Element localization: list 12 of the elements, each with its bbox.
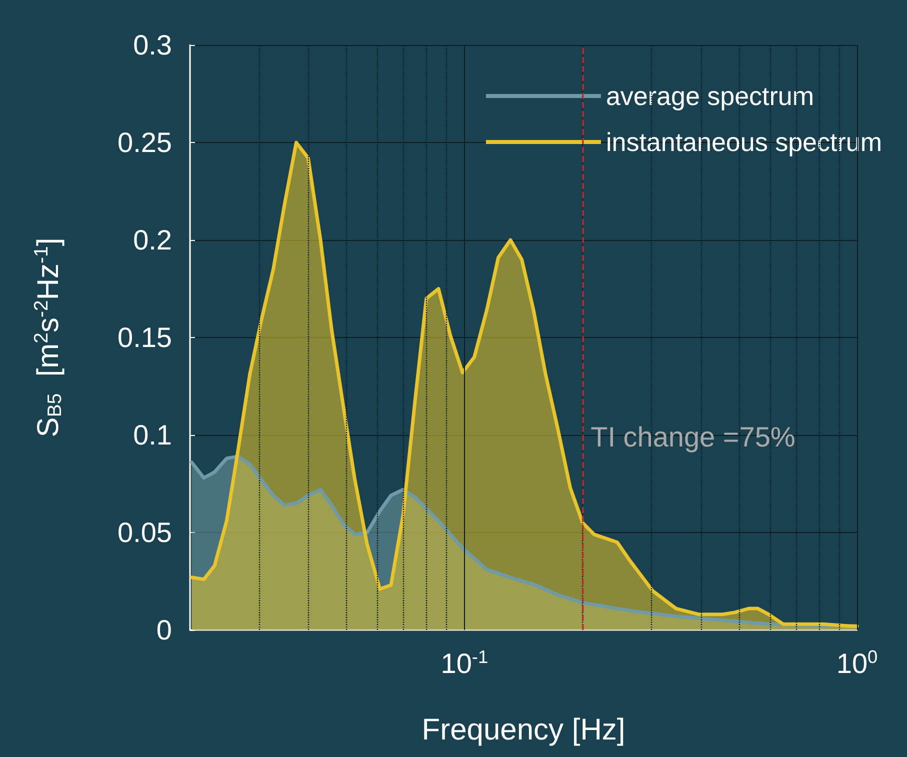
y-tick-label: 0.15 [118, 322, 172, 353]
y-tick-label: 0.05 [118, 517, 172, 548]
y-tick-label: 0.1 [133, 420, 172, 450]
y-tick-label: 0 [156, 614, 172, 646]
y-tick-label: 0.25 [118, 127, 172, 158]
x-axis-title: Frequency [Hz] [422, 714, 626, 746]
y-tick-label: 0.3 [133, 30, 172, 60]
y-tick-label: 0.2 [133, 224, 172, 256]
legend-label: instantaneous spectrum [606, 127, 882, 157]
text: SB5 [m2s-2Hz-1] [30, 238, 66, 438]
legend-label: average spectrum [606, 81, 814, 111]
annotation: TI change =75% [590, 421, 796, 452]
